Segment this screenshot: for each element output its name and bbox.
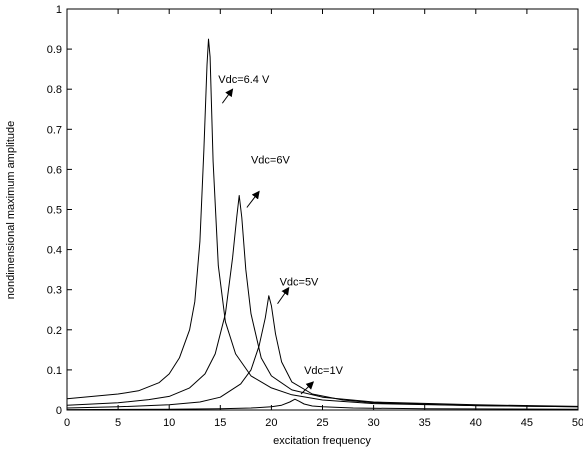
y-tick-label: 0 <box>56 405 62 417</box>
x-axis-title: excitation frequency <box>273 435 371 447</box>
x-tick-label: 10 <box>163 417 175 429</box>
plot-frame <box>66 8 579 411</box>
y-tick-label: 0.8 <box>47 84 62 96</box>
y-tick-label: 0.1 <box>47 365 62 377</box>
x-tick-label: 0 <box>64 417 70 429</box>
annotations-group: Vdc=6.4 V Vdc=6V Vdc=5V Vdc=1V <box>218 74 344 395</box>
y-tick-label: 1 <box>56 4 62 16</box>
y-axis-ticks: 0 0.1 0.2 0.3 0.4 0.5 0.6 0.7 0.8 0.9 1 <box>47 4 578 417</box>
x-tick-label: 30 <box>367 417 379 429</box>
series-line-1 <box>66 38 579 408</box>
annotation-arrow <box>300 381 315 395</box>
x-tick-label: 50 <box>572 417 583 429</box>
annotation-label: Vdc=5V <box>280 277 319 289</box>
x-tick-label: 5 <box>115 417 121 429</box>
annotation-arrow <box>246 190 260 208</box>
series-group <box>66 38 579 411</box>
x-tick-label: 45 <box>521 417 533 429</box>
x-axis-ticks: 0 5 10 15 20 25 30 35 40 45 50 <box>64 9 583 429</box>
annotation-label: Vdc=6V <box>251 154 290 166</box>
y-tick-label: 0.7 <box>47 124 62 136</box>
series-line-2 <box>66 195 579 407</box>
x-tick-label: 20 <box>265 417 277 429</box>
annotation-label: Vdc=1V <box>304 365 343 377</box>
series-line-3 <box>66 295 579 409</box>
y-tick-label: 0.4 <box>47 245 62 257</box>
x-tick-label: 25 <box>316 417 328 429</box>
y-tick-label: 0.9 <box>47 44 62 56</box>
annotation-arrow <box>221 88 234 104</box>
x-tick-label: 35 <box>419 417 431 429</box>
x-tick-label: 15 <box>214 417 226 429</box>
x-tick-label: 40 <box>470 417 482 429</box>
annotation-arrow <box>277 286 290 305</box>
y-tick-label: 0.2 <box>47 325 62 337</box>
annotation-label: Vdc=6.4 V <box>218 74 270 86</box>
y-tick-label: 0.3 <box>47 285 62 297</box>
y-tick-label: 0.5 <box>47 205 62 217</box>
series-line-4 <box>66 398 579 411</box>
y-tick-label: 0.6 <box>47 164 62 176</box>
y-axis-title: nondimensional maximum amplitude <box>5 121 17 300</box>
